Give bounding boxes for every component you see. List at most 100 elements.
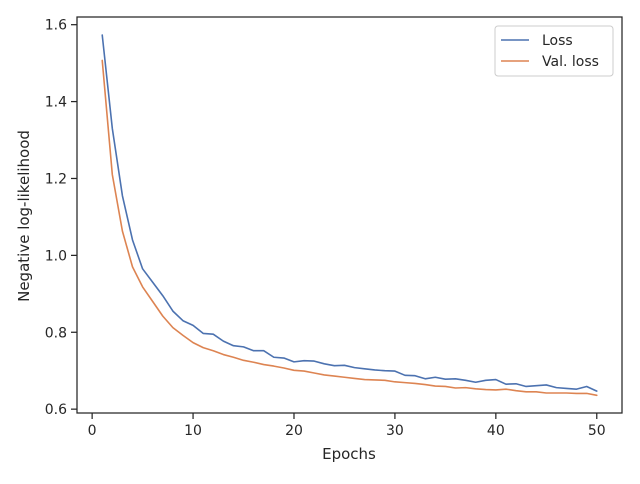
data-point [162, 315, 164, 317]
data-point [374, 369, 376, 371]
data-point [122, 230, 124, 232]
data-point [303, 370, 305, 372]
data-point [515, 383, 517, 385]
data-point [182, 334, 184, 336]
data-point [182, 320, 184, 322]
data-point [404, 382, 406, 384]
data-point [455, 378, 457, 380]
y-axis-ticks: 0.6 0.8 1.0 1.2 1.4 1.6 [45, 18, 77, 418]
data-point [101, 34, 103, 36]
data-point [414, 383, 416, 385]
data-point [293, 369, 295, 371]
data-point [172, 310, 174, 312]
legend-label: Loss [542, 33, 573, 49]
data-point [212, 350, 214, 352]
data-point [333, 365, 335, 367]
data-point [344, 376, 346, 378]
legend: Loss Val. loss [494, 25, 614, 77]
data-point [283, 357, 285, 359]
data-point [303, 360, 305, 362]
data-point [162, 295, 164, 297]
x-tick-label: 20 [285, 423, 303, 439]
x-tick-label: 30 [386, 423, 404, 439]
data-point [243, 346, 245, 348]
data-point [586, 392, 588, 394]
data-point [263, 350, 265, 352]
data-point [132, 239, 134, 241]
data-point [576, 392, 578, 394]
y-tick-label: 1.6 [45, 18, 67, 34]
data-point [596, 390, 598, 392]
y-tick-label: 1.2 [45, 171, 67, 187]
series-val-loss [101, 59, 598, 397]
data-point [152, 301, 154, 303]
data-point [414, 375, 416, 377]
x-tick-label: 40 [487, 423, 505, 439]
data-point [344, 364, 346, 366]
data-point [202, 333, 204, 335]
data-point [525, 386, 527, 388]
data-point [535, 391, 537, 393]
series-loss [101, 34, 598, 392]
data-point [152, 281, 154, 283]
data-point [192, 342, 194, 344]
data-point [485, 379, 487, 381]
data-point [475, 381, 477, 383]
data-point [172, 327, 174, 329]
y-tick-label: 1.0 [45, 248, 67, 264]
data-point [556, 387, 558, 389]
data-point [253, 350, 255, 352]
data-point [545, 384, 547, 386]
data-point [525, 391, 527, 393]
data-point [545, 392, 547, 394]
data-point [455, 387, 457, 389]
series-line [101, 34, 598, 392]
data-point [424, 378, 426, 380]
legend-box [494, 25, 614, 77]
data-point [424, 384, 426, 386]
data-point [374, 379, 376, 381]
data-point [485, 389, 487, 391]
data-point [323, 363, 325, 365]
data-point [243, 359, 245, 361]
data-point [283, 367, 285, 369]
data-point [566, 387, 568, 389]
y-tick-label: 1.4 [45, 95, 67, 111]
x-tick-label: 0 [88, 423, 97, 439]
data-point [394, 370, 396, 372]
data-point [132, 266, 134, 268]
data-point [323, 374, 325, 376]
plot-frame [76, 16, 623, 414]
data-point [293, 361, 295, 363]
data-point [222, 354, 224, 356]
data-point [364, 379, 366, 381]
series-line [101, 59, 598, 397]
data-point [434, 376, 436, 378]
data-point [354, 367, 356, 369]
data-point [444, 386, 446, 388]
data-point [313, 360, 315, 362]
data-point [505, 388, 507, 390]
data-point [556, 392, 558, 394]
data-point [596, 394, 598, 396]
data-point [222, 340, 224, 342]
data-point [586, 386, 588, 388]
x-tick-label: 10 [184, 423, 202, 439]
y-tick-label: 0.6 [45, 402, 67, 418]
data-point [253, 361, 255, 363]
data-point [354, 378, 356, 380]
data-point [212, 333, 214, 335]
data-point [101, 60, 103, 62]
legend-label: Val. loss [542, 54, 599, 70]
data-point [111, 174, 113, 176]
data-point [233, 345, 235, 347]
data-point [576, 388, 578, 390]
data-point [495, 379, 497, 381]
series-layer [101, 34, 598, 397]
data-point [384, 370, 386, 372]
data-point [465, 379, 467, 381]
data-point [273, 356, 275, 358]
data-point [384, 379, 386, 381]
